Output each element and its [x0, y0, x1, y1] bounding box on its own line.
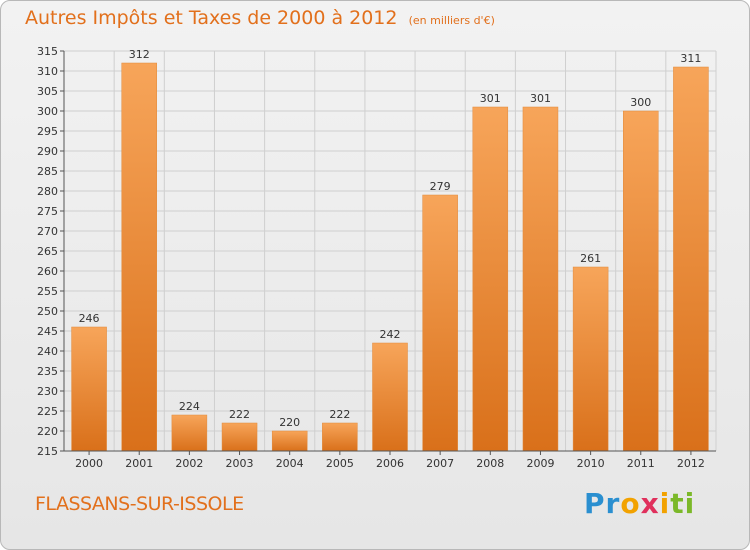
bar: [372, 342, 408, 452]
y-tick-label: 285: [37, 165, 58, 178]
bar: [121, 62, 157, 452]
x-tick-label: 2000: [75, 457, 103, 470]
x-tick-label: 2009: [526, 457, 554, 470]
y-tick-label: 295: [37, 125, 58, 138]
x-tick-label: 2010: [577, 457, 605, 470]
data-label: 220: [279, 416, 300, 429]
y-tick-label: 310: [37, 65, 58, 78]
bar: [221, 422, 258, 452]
data-label: 301: [530, 92, 551, 105]
x-tick-label: 2001: [125, 457, 153, 470]
x-tick-label: 2003: [226, 457, 254, 470]
y-tick-label: 250: [37, 305, 58, 318]
y-tick-label: 265: [37, 245, 58, 258]
x-tick-label: 2012: [677, 457, 705, 470]
y-tick-label: 245: [37, 325, 58, 338]
bar: [572, 266, 609, 452]
data-label: 242: [380, 328, 401, 341]
y-tick-label: 315: [37, 45, 58, 58]
y-tick-label: 255: [37, 285, 58, 298]
data-label: 300: [630, 96, 651, 109]
y-tick-label: 260: [37, 265, 58, 278]
data-label: 261: [580, 252, 601, 265]
y-tick-label: 240: [37, 345, 58, 358]
bar: [271, 430, 308, 452]
x-tick-label: 2008: [476, 457, 504, 470]
chart-title-row: Autres Impôts et Taxes de 2000 à 2012 (e…: [25, 7, 495, 29]
y-tick-label: 215: [37, 445, 58, 458]
axes: [60, 50, 716, 455]
bar: [673, 66, 709, 452]
y-tick-label: 300: [37, 105, 58, 118]
bar: [422, 194, 458, 452]
data-label: 279: [430, 180, 451, 193]
x-tick-label: 2004: [276, 457, 304, 470]
data-label: 311: [680, 52, 701, 65]
bar: [472, 106, 509, 452]
bar: [522, 106, 559, 452]
y-tick-label: 235: [37, 365, 58, 378]
y-tick-label: 305: [37, 85, 58, 98]
x-tick-label: 2011: [627, 457, 655, 470]
data-label: 224: [179, 400, 200, 413]
bar: [623, 110, 659, 452]
data-label: 222: [329, 408, 350, 421]
data-label: 312: [129, 48, 150, 61]
y-tick-label: 230: [37, 385, 58, 398]
y-tick-label: 290: [37, 145, 58, 158]
y-tick-label: 270: [37, 225, 58, 238]
data-label: 222: [229, 408, 250, 421]
commune-name: FLASSANS-SUR-ISSOLE: [35, 493, 244, 515]
labels: 215 220 225 230 235 240 245 250 255 260 265 270 275 2…: [37, 45, 705, 470]
x-tick-label: 2005: [326, 457, 354, 470]
chart-unit: (en milliers d'€): [408, 14, 495, 27]
bars: [71, 62, 709, 452]
x-tick-label: 2002: [175, 457, 203, 470]
y-tick-label: 275: [37, 205, 58, 218]
data-label: 246: [79, 312, 100, 325]
x-tick-label: 2006: [376, 457, 404, 470]
bar: [71, 326, 107, 452]
proxiti-logo: Proxiti: [584, 487, 696, 520]
x-tick-label: 2007: [426, 457, 454, 470]
y-tick-label: 225: [37, 405, 58, 418]
chart-title: Autres Impôts et Taxes de 2000 à 2012: [25, 7, 398, 29]
data-label: 301: [480, 92, 501, 105]
y-tick-label: 280: [37, 185, 58, 198]
y-tick-label: 220: [37, 425, 58, 438]
bar: [171, 414, 208, 452]
bar: [322, 422, 358, 452]
